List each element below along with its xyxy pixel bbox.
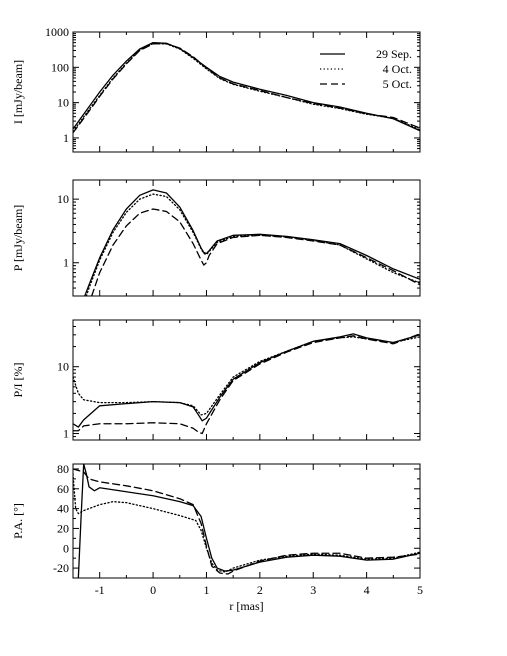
y-tick-label: 1000	[45, 25, 69, 39]
legend-entry: 29 Sep.	[376, 47, 412, 61]
series-group	[73, 41, 420, 134]
y-axis-label: I [mJy/beam]	[11, 60, 25, 124]
y-tick-label: 60	[57, 482, 69, 496]
series-line-solid	[73, 41, 420, 132]
series-group	[84, 189, 420, 296]
series-line-dotted	[73, 42, 420, 133]
x-tick-label: 1	[203, 583, 209, 597]
plot-frame	[72, 31, 421, 153]
plot-frame	[72, 463, 421, 579]
x-tick-label: 5	[417, 583, 423, 597]
x-tick-label: -1	[95, 583, 105, 597]
series-group	[73, 333, 420, 435]
y-tick-label: 100	[51, 60, 69, 74]
legend: 29 Sep.4 Oct.5 Oct.	[320, 47, 412, 91]
y-axis-label: P [mJy/beam]	[11, 205, 25, 272]
y-tick-label: 1	[63, 256, 69, 270]
y-tick-label: -20	[53, 561, 69, 575]
x-tick-label: 3	[310, 583, 316, 597]
y-tick-label: 0	[63, 541, 69, 555]
series-line-dashed	[73, 333, 420, 435]
series-line-dotted	[73, 473, 420, 573]
series-line-dashed	[91, 208, 420, 296]
y-tick-label: 80	[57, 462, 69, 476]
plot-frame	[72, 319, 421, 441]
plot-frame	[72, 179, 421, 297]
y-tick-label: 20	[57, 521, 69, 535]
legend-entry: 5 Oct.	[383, 77, 412, 91]
series-line-solid	[77, 464, 420, 578]
panel-position-angle: -20 0 20 40 60 80 -1 0 1 2 3 4 5 P.A. [°] r [mas]	[11, 462, 423, 613]
x-tick-label: 2	[257, 583, 263, 597]
series-group	[73, 464, 420, 578]
y-axis-label: P/I [%]	[11, 363, 25, 398]
y-tick-label: 10	[57, 360, 69, 374]
y-tick-label: 10	[57, 96, 69, 110]
y-axis-label: P.A. [°]	[11, 503, 25, 539]
y-tick-label: 40	[57, 502, 69, 516]
series-line-dotted	[85, 193, 420, 296]
x-tick-label: 4	[364, 583, 370, 597]
legend-entry: 4 Oct.	[383, 62, 412, 76]
x-axis-label: r [mas]	[229, 599, 263, 613]
y-tick-label: 10	[57, 192, 69, 206]
x-tick-label: 0	[150, 583, 156, 597]
y-tick-label: 1	[63, 131, 69, 145]
panel-intensity: 1 10 100 1000 I [mJy/beam] 29 Sep.4 Oct.5 Oct…	[11, 25, 421, 153]
panel-polarized-intensity: 1 10 P [mJy/beam]	[11, 179, 421, 297]
panel-fractional-polarization: 1 10 P/I [%]	[11, 319, 421, 441]
series-line-dashed	[73, 468, 420, 575]
series-line-dashed	[73, 42, 420, 134]
series-line-solid	[73, 333, 420, 428]
series-line-dotted	[73, 336, 420, 416]
series-line-solid	[84, 189, 420, 296]
y-tick-label: 1	[63, 427, 69, 441]
